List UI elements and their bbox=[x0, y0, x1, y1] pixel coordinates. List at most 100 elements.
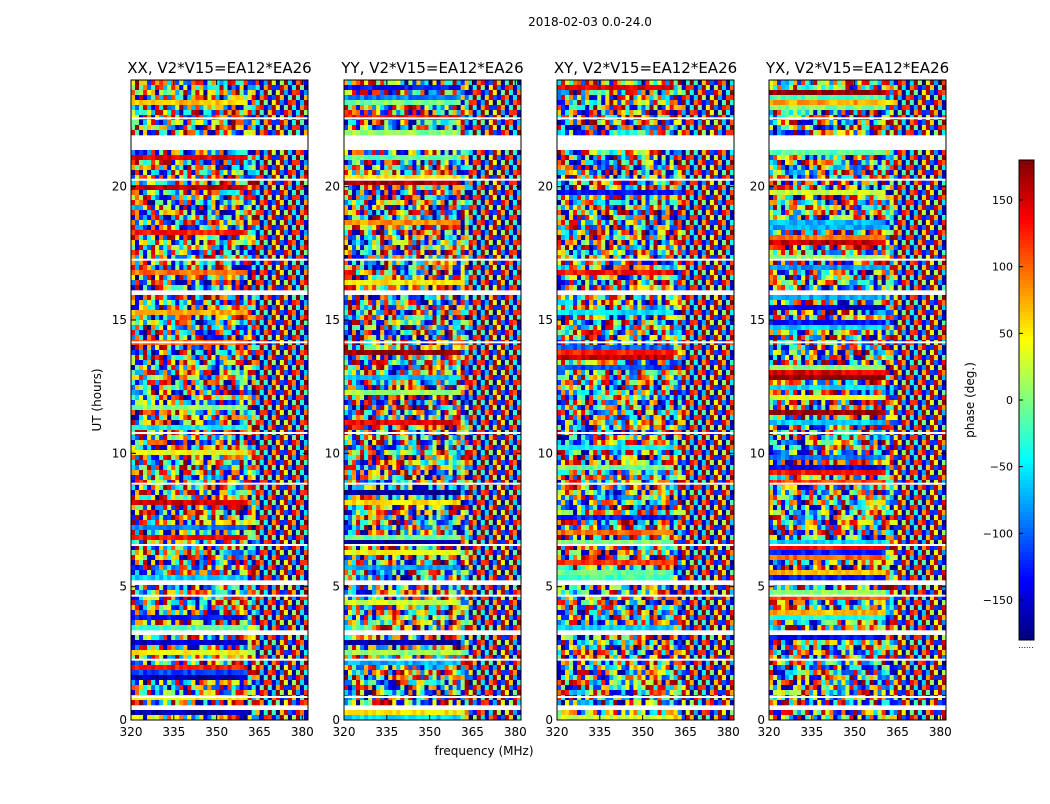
heatmap-cell bbox=[163, 375, 168, 381]
heatmap-cell bbox=[203, 110, 208, 116]
heatmap-cell bbox=[131, 495, 136, 501]
heatmap-cell bbox=[191, 450, 196, 456]
heatmap-cell bbox=[299, 395, 305, 401]
heatmap-cell bbox=[267, 640, 273, 646]
heatmap-cell bbox=[231, 460, 236, 466]
heatmap-cell bbox=[207, 435, 212, 441]
heatmap-cell bbox=[251, 485, 256, 491]
heatmap-cell bbox=[243, 650, 248, 656]
heatmap-cell bbox=[231, 590, 236, 596]
heatmap-cell bbox=[231, 370, 236, 376]
heatmap-cell bbox=[279, 490, 285, 496]
heatmap-cell bbox=[255, 480, 261, 486]
heatmap-cell bbox=[211, 420, 216, 426]
heatmap-cell bbox=[159, 100, 164, 106]
heatmap-cell bbox=[163, 165, 168, 171]
heatmap-cell bbox=[223, 415, 228, 421]
heatmap-cell bbox=[199, 605, 204, 611]
heatmap-cell bbox=[215, 335, 220, 341]
heatmap-cell bbox=[251, 560, 256, 566]
heatmap-cell bbox=[275, 310, 281, 316]
heatmap-cell bbox=[287, 420, 293, 426]
heatmap-cell bbox=[163, 410, 168, 416]
heatmap-cell bbox=[303, 370, 309, 376]
heatmap-cell bbox=[143, 455, 148, 461]
heatmap-cell bbox=[187, 445, 192, 451]
heatmap-cell bbox=[183, 495, 188, 501]
heatmap-cell bbox=[199, 285, 204, 291]
heatmap-cell bbox=[167, 555, 172, 561]
heatmap-cell bbox=[203, 395, 208, 401]
heatmap-cell bbox=[199, 515, 204, 521]
heatmap-cell bbox=[259, 285, 265, 291]
heatmap-cell bbox=[223, 185, 228, 191]
heatmap-cell bbox=[299, 315, 305, 321]
heatmap-cell bbox=[195, 655, 200, 661]
heatmap-cell bbox=[183, 330, 188, 336]
heatmap-cell bbox=[159, 450, 164, 456]
heatmap-cell bbox=[303, 210, 309, 216]
heatmap-cell bbox=[219, 90, 224, 96]
heatmap-cell bbox=[183, 235, 188, 241]
heatmap-cell bbox=[243, 345, 248, 351]
heatmap-cell bbox=[155, 455, 160, 461]
heatmap-cell bbox=[231, 155, 236, 161]
heatmap-cell bbox=[299, 425, 305, 431]
heatmap-cell bbox=[143, 500, 148, 506]
heatmap-cell bbox=[251, 450, 256, 456]
heatmap-cell bbox=[183, 660, 188, 666]
heatmap-cell bbox=[131, 460, 136, 466]
heatmap-cell bbox=[303, 485, 309, 491]
heatmap-cell bbox=[223, 660, 228, 666]
heatmap-cell bbox=[235, 415, 240, 421]
heatmap-cell bbox=[147, 350, 152, 356]
heatmap-cell bbox=[259, 90, 265, 96]
heatmap-cell bbox=[287, 165, 293, 171]
heatmap-cell bbox=[139, 350, 144, 356]
heatmap-cell bbox=[163, 245, 168, 251]
heatmap-cell bbox=[203, 530, 208, 536]
heatmap-cell bbox=[279, 535, 285, 541]
heatmap-cell bbox=[255, 405, 261, 411]
heatmap-cell bbox=[211, 80, 216, 86]
heatmap-cell bbox=[279, 600, 285, 606]
heatmap-cell bbox=[155, 665, 160, 671]
heatmap-cell bbox=[207, 675, 212, 681]
heatmap-cell bbox=[227, 285, 232, 291]
heatmap-cell bbox=[167, 465, 172, 471]
heatmap-cell bbox=[147, 595, 152, 601]
heatmap-cell bbox=[139, 215, 144, 221]
heatmap-cell bbox=[163, 310, 168, 316]
heatmap-cell bbox=[183, 350, 188, 356]
heatmap-cell bbox=[135, 110, 140, 116]
heatmap-cell bbox=[291, 545, 297, 551]
heatmap-cell bbox=[203, 240, 208, 246]
heatmap-cell bbox=[179, 420, 184, 426]
heatmap-cell bbox=[195, 325, 200, 331]
heatmap-cell bbox=[135, 420, 140, 426]
heatmap-cell bbox=[219, 235, 224, 241]
heatmap-cell bbox=[131, 245, 136, 251]
heatmap-cell bbox=[155, 475, 160, 481]
heatmap-cell bbox=[183, 570, 188, 576]
heatmap-cell bbox=[143, 450, 148, 456]
heatmap-cell bbox=[267, 175, 273, 181]
heatmap-cell bbox=[227, 160, 232, 166]
heatmap-cell bbox=[135, 335, 140, 341]
heatmap-cell bbox=[163, 610, 168, 616]
heatmap-cell bbox=[151, 620, 156, 626]
heatmap-cell bbox=[151, 535, 156, 541]
heatmap-cell bbox=[167, 535, 172, 541]
heatmap-cell bbox=[139, 480, 144, 486]
heatmap-cell bbox=[139, 235, 144, 241]
heatmap-cell bbox=[207, 600, 212, 606]
heatmap-cell bbox=[167, 90, 172, 96]
heatmap-cell bbox=[259, 400, 265, 406]
heatmap-cell bbox=[179, 225, 184, 231]
heatmap-cell bbox=[287, 495, 293, 501]
heatmap-cell bbox=[207, 420, 212, 426]
heatmap-cell bbox=[191, 475, 196, 481]
heatmap-cell bbox=[183, 240, 188, 246]
heatmap-cell bbox=[187, 285, 192, 291]
heatmap-cell bbox=[131, 225, 136, 231]
